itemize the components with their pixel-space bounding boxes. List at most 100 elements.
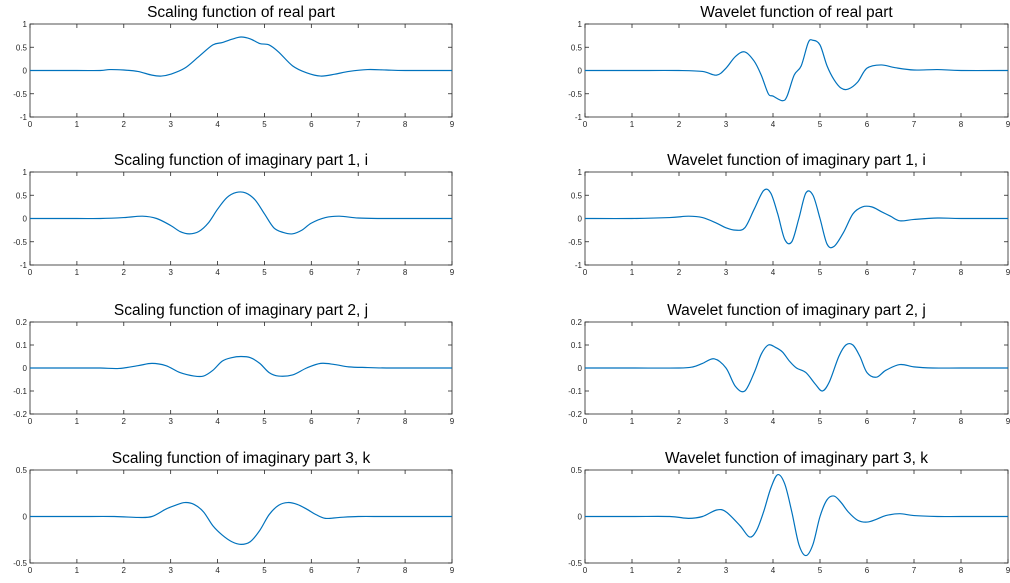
x-tick-label: 1 (630, 417, 635, 426)
x-tick-label: 8 (403, 566, 408, 575)
x-tick-label: 1 (630, 268, 635, 277)
x-tick-label: 0 (28, 268, 33, 277)
x-tick-label: 6 (865, 120, 870, 129)
x-tick-label: 1 (75, 566, 80, 575)
x-tick-label: 6 (309, 120, 314, 129)
x-tick-label: 7 (912, 417, 917, 426)
x-tick-label: 9 (450, 120, 455, 129)
series-line (584, 473, 1008, 557)
y-tick-label: 0 (23, 215, 28, 224)
x-tick-label: 1 (75, 268, 80, 277)
y-tick-label: 0.5 (16, 43, 28, 52)
x-tick-label: 3 (168, 417, 173, 426)
y-tick-label: -1 (575, 113, 583, 122)
y-tick-label: 0.2 (16, 318, 28, 327)
series-line (29, 36, 453, 77)
x-tick-label: 4 (215, 417, 220, 426)
x-tick-label: 2 (677, 566, 682, 575)
subplot-title: Scaling function of imaginary part 2, j (114, 302, 368, 319)
y-tick-label: -0.2 (13, 410, 27, 419)
x-tick-label: 9 (450, 566, 455, 575)
x-tick-label: 3 (724, 417, 729, 426)
y-tick-label: 0 (578, 215, 583, 224)
x-tick-label: 7 (356, 120, 361, 129)
x-tick-label: 6 (865, 566, 870, 575)
x-tick-label: 8 (959, 566, 964, 575)
y-tick-label: 0 (23, 513, 28, 522)
y-tick-label: 0 (578, 513, 583, 522)
x-tick-label: 7 (356, 268, 361, 277)
y-tick-label: 0 (578, 67, 583, 76)
subplot-6: Wavelet function of imaginary part 2, j 0… (568, 302, 1010, 426)
x-tick-label: 0 (28, 417, 33, 426)
x-tick-label: 2 (677, 268, 682, 277)
y-tick-label: -0.5 (568, 238, 582, 247)
x-tick-label: 7 (912, 120, 917, 129)
x-tick-label: 9 (1006, 566, 1010, 575)
y-tick-label: 0.5 (16, 191, 28, 200)
x-tick-label: 5 (262, 566, 267, 575)
subplot-3: Scaling function of imaginary part 1, i 0… (13, 152, 455, 277)
x-tick-label: 6 (865, 268, 870, 277)
subplot-8: Wavelet function of imaginary part 3, k 0… (568, 450, 1010, 575)
y-tick-label: -0.1 (568, 387, 582, 396)
x-tick-label: 9 (1006, 120, 1010, 129)
x-tick-label: 0 (28, 120, 33, 129)
x-tick-label: 0 (583, 417, 588, 426)
y-tick-label: 1 (578, 168, 583, 177)
x-tick-label: 7 (912, 268, 917, 277)
x-tick-label: 2 (122, 417, 127, 426)
y-tick-label: -0.5 (13, 238, 27, 247)
x-tick-label: 7 (356, 566, 361, 575)
x-tick-label: 3 (168, 566, 173, 575)
x-tick-label: 2 (122, 120, 127, 129)
subplot-title: Scaling function of real part (147, 4, 336, 21)
x-tick-label: 0 (28, 566, 33, 575)
x-tick-label: 2 (677, 417, 682, 426)
x-tick-label: 3 (724, 120, 729, 129)
x-tick-label: 4 (771, 566, 776, 575)
x-tick-label: 8 (403, 417, 408, 426)
x-tick-label: 8 (959, 417, 964, 426)
subplot-title: Scaling function of imaginary part 3, k (112, 450, 371, 467)
y-tick-label: -0.5 (13, 559, 27, 568)
x-tick-label: 5 (818, 417, 823, 426)
x-tick-label: 9 (1006, 417, 1010, 426)
x-tick-label: 1 (630, 566, 635, 575)
x-tick-label: 0 (583, 566, 588, 575)
subplot-2: Wavelet function of real part 0 1 2 3 4 5 6 7 8 9 1… (568, 4, 1010, 129)
x-tick-label: 7 (356, 417, 361, 426)
x-tick-label: 9 (450, 417, 455, 426)
x-tick-label: 8 (959, 268, 964, 277)
y-tick-label: -0.2 (568, 410, 582, 419)
x-tick-label: 0 (583, 120, 588, 129)
subplot-5: Scaling function of imaginary part 2, j 0… (13, 302, 455, 426)
y-tick-label: 0 (23, 364, 28, 373)
x-tick-label: 8 (403, 120, 408, 129)
subplot-title: Scaling function of imaginary part 1, i (114, 152, 368, 169)
y-tick-label: -0.5 (568, 90, 582, 99)
x-tick-label: 4 (771, 120, 776, 129)
x-tick-label: 3 (168, 268, 173, 277)
x-tick-label: 4 (215, 120, 220, 129)
y-tick-label: 0 (23, 67, 28, 76)
x-tick-label: 2 (122, 566, 127, 575)
x-tick-label: 4 (771, 417, 776, 426)
x-tick-label: 6 (309, 417, 314, 426)
y-tick-label: 0.5 (16, 466, 28, 475)
x-tick-label: 2 (122, 268, 127, 277)
subplot-1: Scaling function of real part 0 1 2 3 4 5 6 7 8 9 1… (13, 4, 455, 129)
series-line (585, 342, 1008, 393)
x-tick-label: 5 (818, 120, 823, 129)
x-tick-label: 9 (1006, 268, 1010, 277)
y-tick-label: 0.5 (571, 466, 583, 475)
y-tick-label: -1 (20, 113, 28, 122)
x-tick-label: 8 (959, 120, 964, 129)
series-line (29, 501, 452, 546)
series-line (30, 355, 452, 378)
series-line (30, 191, 452, 235)
x-tick-label: 3 (168, 120, 173, 129)
y-tick-label: -1 (575, 261, 583, 270)
x-tick-label: 1 (630, 120, 635, 129)
